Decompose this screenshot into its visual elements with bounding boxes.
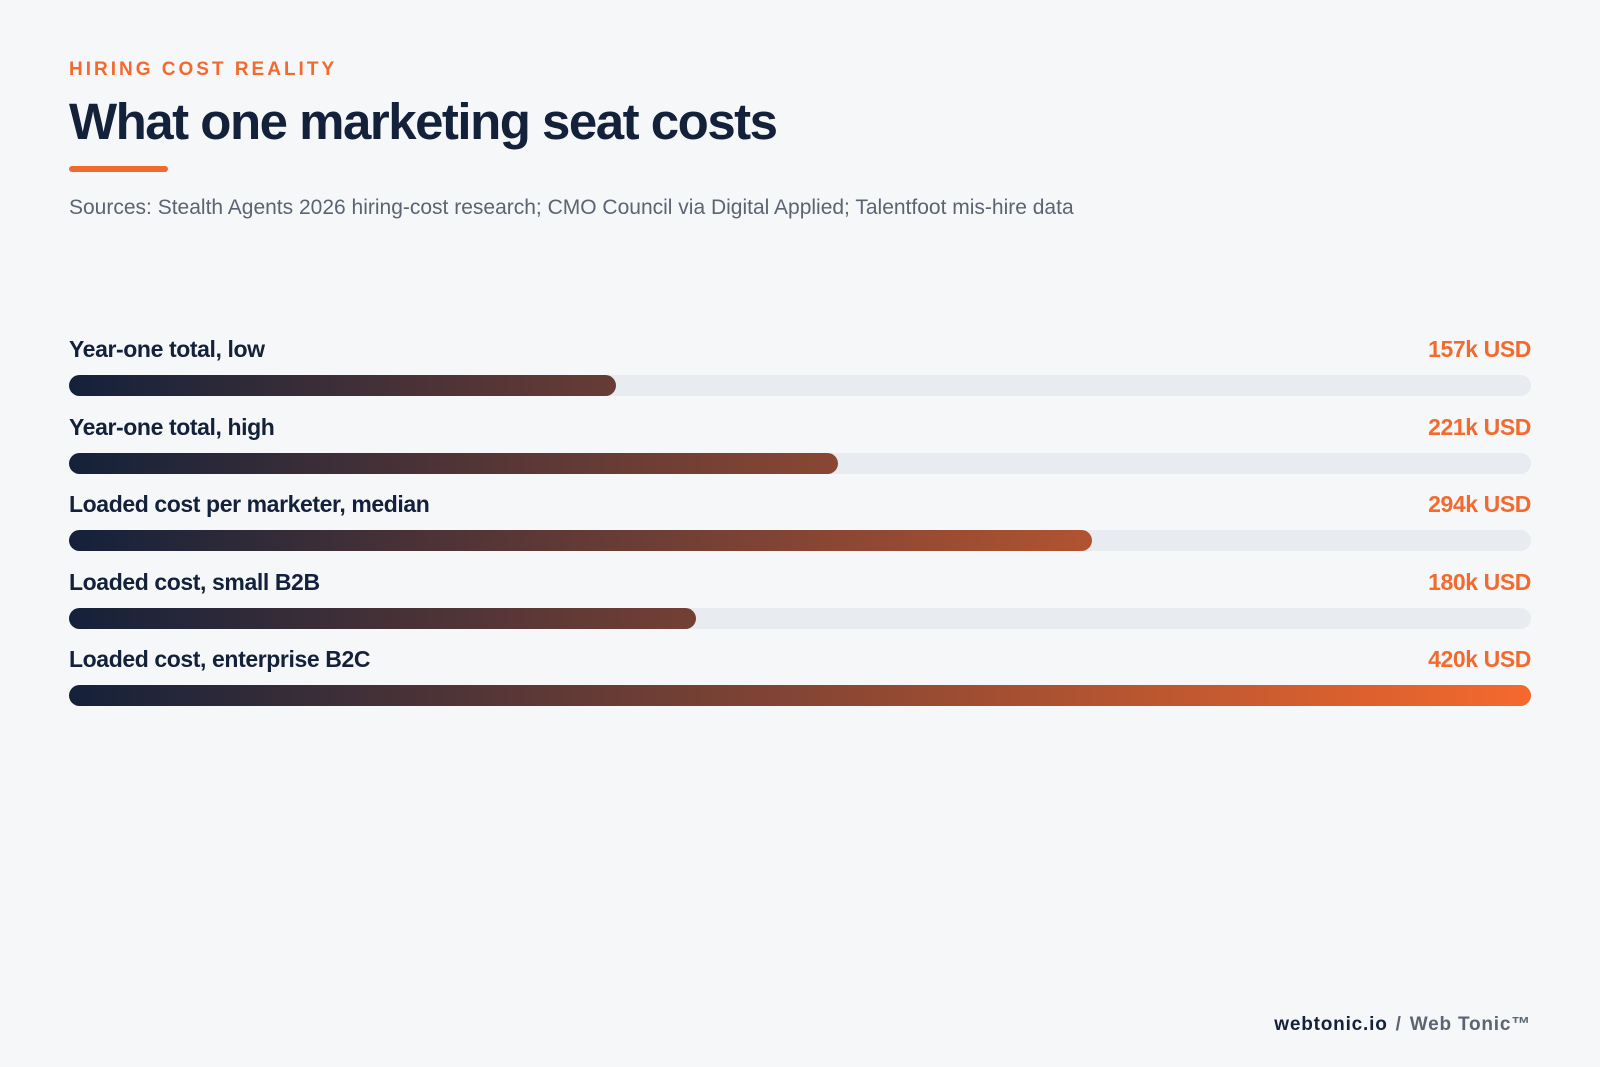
- bar-value-label: 221k USD: [1428, 413, 1531, 440]
- bar-value-label: 180k USD: [1428, 568, 1531, 595]
- sources-note: Sources: Stealth Agents 2026 hiring-cost…: [69, 196, 1074, 219]
- bar-fill: [69, 452, 839, 474]
- bar-row: Year-one total, low 157k USD: [69, 336, 1531, 414]
- footer-brand: Web Tonic™: [1409, 1014, 1531, 1035]
- bar-label: Loaded cost, enterprise B2C: [69, 646, 371, 672]
- bar-label: Year-one total, low: [69, 336, 265, 362]
- bar-row: Loaded cost per marketer, median 294k USD: [69, 491, 1531, 569]
- bar-value-label: 420k USD: [1428, 646, 1531, 672]
- bar-fill: [69, 685, 1531, 706]
- bar-fill: [69, 607, 696, 629]
- title-underline: [69, 166, 168, 172]
- bar-label: Loaded cost per marketer, median: [69, 491, 430, 517]
- footer-credit: webtonic.io / Web Tonic™: [1274, 1014, 1531, 1036]
- bar-track: [69, 452, 1531, 474]
- bar-label: Loaded cost, small B2B: [69, 568, 320, 595]
- bar-label: Year-one total, high: [69, 413, 275, 440]
- page-title: What one marketing seat costs: [69, 93, 778, 150]
- footer-domain[interactable]: webtonic.io: [1274, 1014, 1388, 1035]
- footer-separator: /: [1395, 1014, 1402, 1035]
- bar-row: Loaded cost, enterprise B2C 420k USD: [69, 646, 1531, 724]
- bar-row: Year-one total, high 221k USD: [69, 414, 1531, 492]
- bar-track: [69, 685, 1531, 706]
- bar-fill: [69, 375, 616, 396]
- bar-row: Loaded cost, small B2B 180k USD: [69, 569, 1531, 647]
- bar-value-label: 294k USD: [1428, 491, 1531, 517]
- bar-fill: [69, 530, 1093, 551]
- bar-value-label: 157k USD: [1428, 336, 1531, 362]
- bar-track: [69, 607, 1531, 629]
- bar-track: [69, 375, 1531, 396]
- bar-chart: Year-one total, low 157k USD Year-one tota…: [69, 336, 1531, 724]
- eyebrow-label: HIRING COST REALITY: [69, 59, 338, 80]
- bar-track: [69, 530, 1531, 551]
